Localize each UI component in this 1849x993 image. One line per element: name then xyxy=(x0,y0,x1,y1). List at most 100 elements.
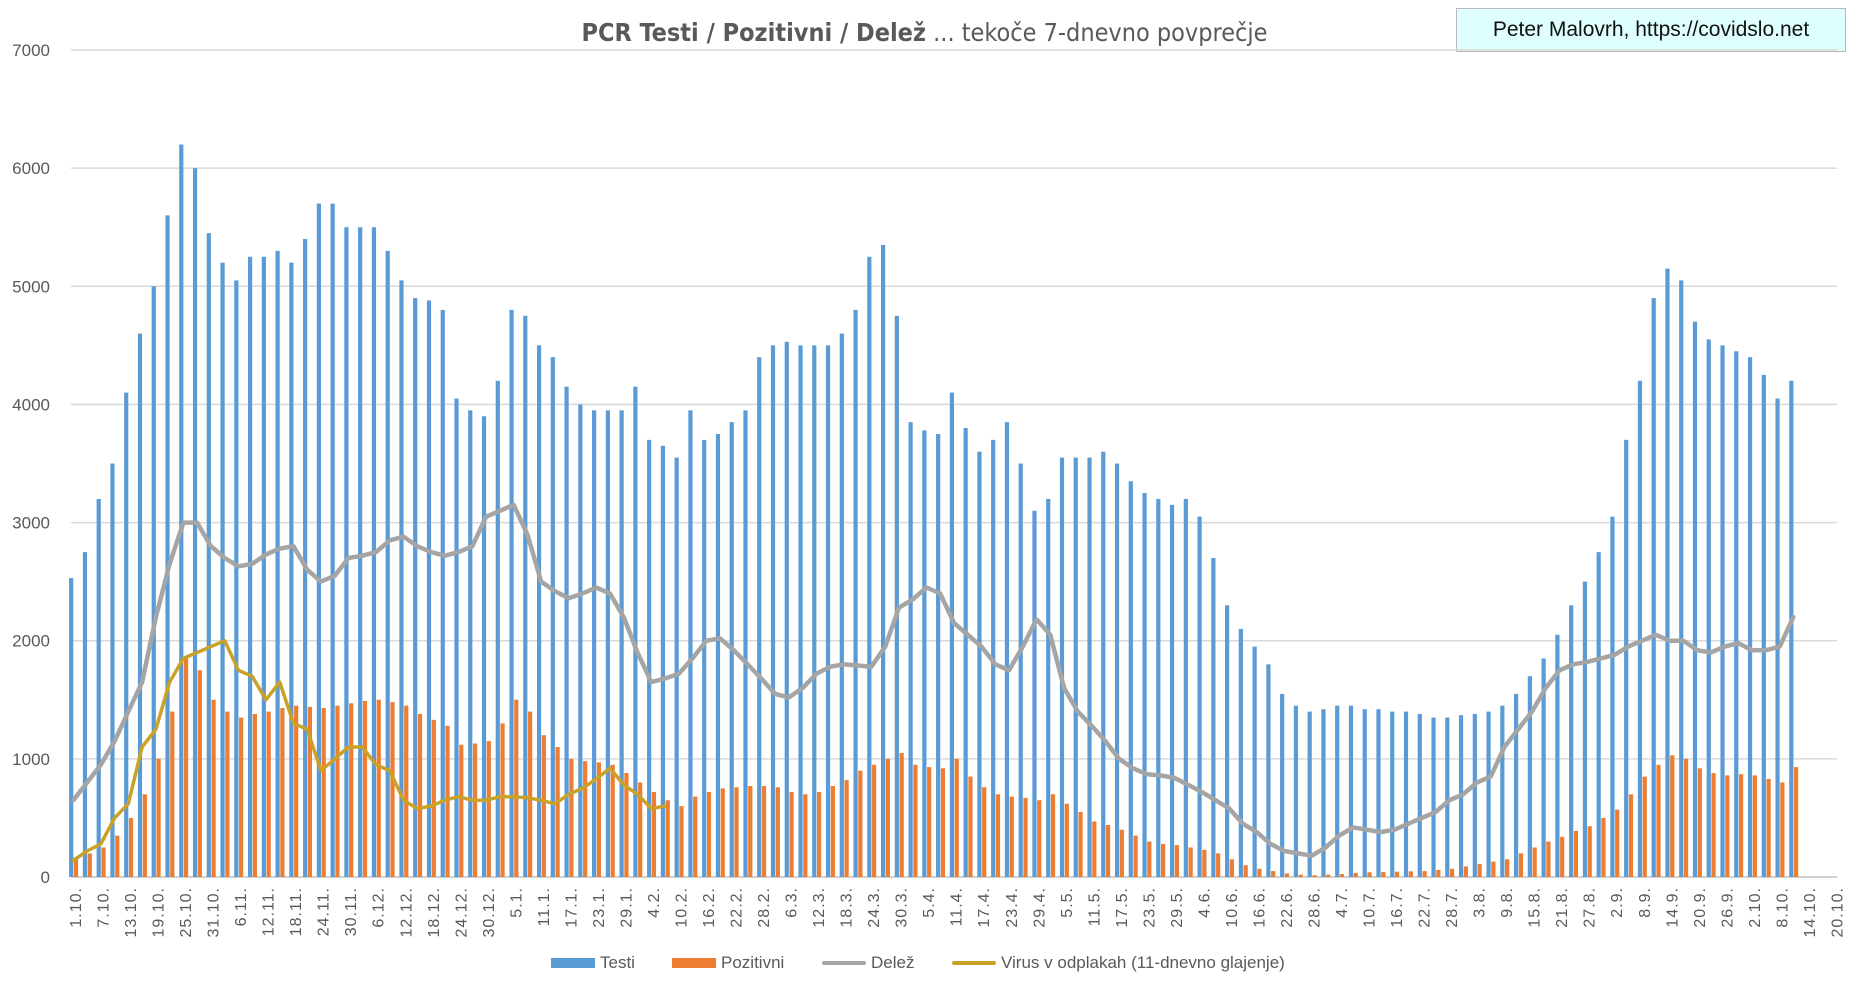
bar-pozitivni xyxy=(486,741,491,877)
bar-testi xyxy=(289,262,294,878)
bar-testi xyxy=(1362,709,1367,877)
bar-pozitivni xyxy=(583,761,588,877)
bar-pozitivni xyxy=(761,786,767,877)
bar-testi xyxy=(798,345,803,877)
x-tick-label: 11.5. xyxy=(1086,887,1103,926)
bar-testi xyxy=(1555,634,1560,877)
x-tick-label: 2.10. xyxy=(1747,887,1764,928)
bar-pozitivni xyxy=(1491,861,1496,877)
bar-pozitivni xyxy=(541,735,546,877)
bar-testi xyxy=(1211,558,1216,877)
bar-pozitivni xyxy=(693,796,698,877)
bar-pozitivni xyxy=(638,782,643,877)
bar-pozitivni xyxy=(610,764,615,877)
bar-testi xyxy=(509,309,514,877)
bar-pozitivni xyxy=(775,787,780,877)
bar-testi xyxy=(234,280,239,878)
x-tick-label: 17.5. xyxy=(1114,887,1131,928)
bar-testi xyxy=(1417,713,1422,877)
bar-pozitivni xyxy=(1587,826,1592,877)
bar-pozitivni xyxy=(1284,873,1290,877)
x-tick-label: 6.3. xyxy=(784,887,801,918)
x-tick-label: 21.8. xyxy=(1554,887,1571,928)
bar-testi xyxy=(481,416,487,877)
bar-testi xyxy=(1197,516,1202,877)
bar-pozitivni xyxy=(1092,821,1097,877)
bar-testi xyxy=(1624,439,1629,877)
bar-testi xyxy=(1720,345,1725,877)
x-tick-label: 30.11. xyxy=(343,887,360,936)
legend-item-pozitivni: Pozitivni xyxy=(672,953,784,973)
bar-testi xyxy=(977,451,982,877)
bar-testi xyxy=(330,203,335,878)
bar-pozitivni xyxy=(1560,836,1565,877)
bar-testi xyxy=(1775,398,1780,877)
y-tick-label: 3000 xyxy=(12,514,50,533)
y-tick-label: 6000 xyxy=(12,159,50,178)
bar-testi xyxy=(1032,510,1037,877)
bar-pozitivni xyxy=(239,717,244,877)
chart-title-rest: ... tekoče 7-dnevno povprečje xyxy=(926,18,1268,47)
bar-testi xyxy=(1059,457,1065,877)
bar-pozitivni xyxy=(1216,853,1221,877)
bar-testi xyxy=(220,262,225,878)
bar-testi xyxy=(867,256,872,877)
x-tick-label: 5.4. xyxy=(921,887,938,918)
bar-testi xyxy=(1156,498,1161,877)
bar-pozitivni xyxy=(940,768,946,877)
bar-testi xyxy=(1747,357,1753,878)
bar-pozitivni xyxy=(445,725,450,877)
x-tick-label: 16.7. xyxy=(1389,887,1406,928)
bar-testi xyxy=(1252,646,1257,877)
bar-testi xyxy=(922,430,927,877)
x-tick-label: 12.3. xyxy=(811,887,828,928)
bar-pozitivni xyxy=(651,791,657,877)
bar-testi xyxy=(963,428,968,877)
bar-testi xyxy=(261,256,266,877)
bar-testi xyxy=(1692,321,1698,877)
chart-title: PCR Testi / Pozitivni / Delež ... tekoče… xyxy=(0,18,1849,47)
bar-testi xyxy=(592,410,597,877)
x-tick-label: 12.11. xyxy=(261,887,278,936)
legend-label: Delež xyxy=(871,953,915,972)
bar-pozitivni xyxy=(1133,835,1138,877)
bar-pozitivni xyxy=(927,767,932,877)
x-tick-label: 7.10. xyxy=(96,887,113,928)
x-tick-label: 24.12. xyxy=(453,887,470,937)
x-tick-label: 31.10. xyxy=(206,887,223,937)
bar-pozitivni xyxy=(87,853,92,877)
x-tick-label: 17.1. xyxy=(563,887,580,928)
bar-pozitivni xyxy=(1257,868,1262,877)
x-tick-label: 22.6. xyxy=(1279,887,1296,928)
bar-pozitivni xyxy=(1601,817,1606,877)
legend-swatch-virus xyxy=(952,961,996,965)
x-tick-label: 4.7. xyxy=(1334,887,1351,918)
bar-testi xyxy=(812,345,817,877)
bar-testi xyxy=(1486,711,1491,877)
bar-pozitivni xyxy=(1738,774,1744,877)
bar-testi xyxy=(1307,711,1312,877)
x-tick-label: 29.1. xyxy=(618,887,635,928)
bar-testi xyxy=(1500,705,1505,877)
bar-testi xyxy=(674,457,679,877)
bar-pozitivni xyxy=(294,705,299,877)
bar-pozitivni xyxy=(1436,869,1441,877)
bar-pozitivni xyxy=(913,764,918,877)
bar-pozitivni xyxy=(872,764,877,877)
bar-pozitivni xyxy=(899,752,904,877)
bar-testi xyxy=(413,298,418,878)
bar-testi xyxy=(1073,457,1078,877)
bar-pozitivni xyxy=(1408,871,1413,877)
bar-pozitivni xyxy=(211,699,216,877)
bar-testi xyxy=(454,398,459,877)
bar-pozitivni xyxy=(679,806,684,877)
legend-label: Pozitivni xyxy=(721,953,785,972)
bar-pozitivni xyxy=(1505,859,1510,877)
bar-pozitivni xyxy=(1188,847,1193,877)
bar-pozitivni xyxy=(982,787,987,877)
bar-testi xyxy=(1596,552,1601,877)
bar-testi xyxy=(495,380,500,877)
legend-item-testi: Testi xyxy=(551,953,635,973)
bar-testi xyxy=(1569,605,1574,877)
